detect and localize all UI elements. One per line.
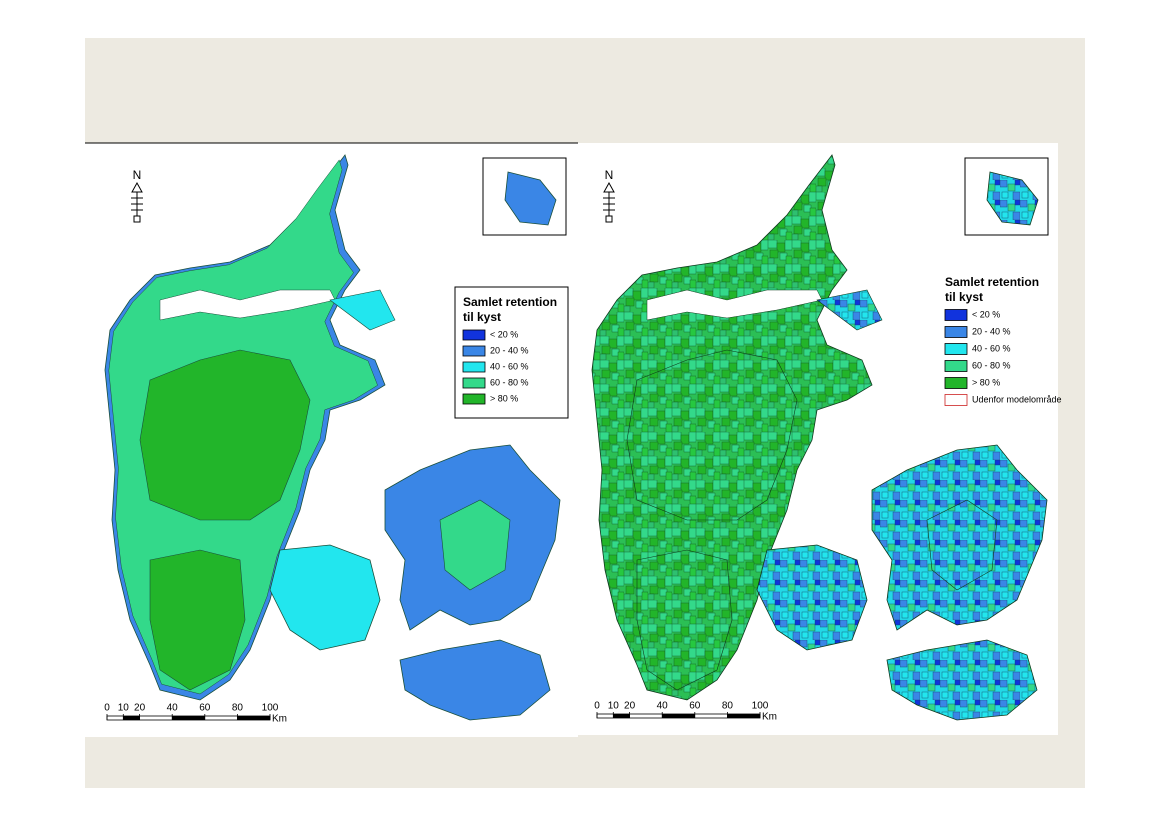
legend-label: > 80 %: [972, 377, 1000, 387]
legend-label: 60 - 80 %: [490, 377, 529, 387]
land-funen: [756, 544, 868, 651]
north-arrow: [131, 181, 143, 223]
scale-label: 20: [134, 703, 146, 714]
north-label: N: [133, 168, 142, 182]
scale-label: 10: [118, 703, 130, 714]
region: [139, 349, 311, 521]
legend-swatch: [944, 309, 968, 321]
legend-swatch: [462, 377, 486, 389]
legend-label: 20 - 40 %: [490, 345, 529, 355]
scale-segment: [123, 716, 140, 720]
scale-unit: Km: [762, 712, 777, 723]
inset-frame: [964, 157, 1049, 236]
scale-label: 60: [689, 701, 701, 712]
scale-label: 0: [104, 703, 110, 714]
legend-label: 60 - 80 %: [972, 360, 1011, 370]
legend-swatch: [462, 393, 486, 405]
scale-label: 20: [624, 701, 636, 712]
legend-swatch: [462, 345, 486, 357]
legend-label: > 80 %: [490, 393, 518, 403]
legend-swatch: [462, 361, 486, 373]
legend-swatch: [462, 329, 486, 341]
legend-label: < 20 %: [490, 329, 518, 339]
region: [636, 549, 733, 691]
legend-swatch: [944, 377, 968, 389]
scale-unit: Km: [272, 714, 287, 725]
scale-segment: [172, 716, 205, 720]
legend-swatch: [944, 394, 968, 406]
land-bornholm: [504, 171, 557, 226]
land-lolland: [399, 639, 551, 721]
region: [926, 499, 998, 591]
land-funen: [269, 544, 381, 651]
legend-title: Samlet retention: [945, 275, 1039, 289]
land-lolland: [886, 639, 1038, 721]
legend-label: 40 - 60 %: [972, 343, 1011, 353]
scale-segment: [662, 714, 695, 718]
scale-segment: [613, 714, 630, 718]
scale-label: 0: [594, 701, 600, 712]
legend-swatch: [944, 343, 968, 355]
scale-label: 40: [657, 701, 669, 712]
legend-label: < 20 %: [972, 309, 1000, 319]
scale-label: 80: [232, 703, 244, 714]
scale-label: 10: [608, 701, 620, 712]
legend-swatch: [944, 326, 968, 338]
scale-label: 100: [752, 701, 769, 712]
north-arrow: [603, 181, 615, 223]
legend-title: til kyst: [945, 290, 983, 304]
scale-label: 40: [167, 703, 179, 714]
scale-label: 80: [722, 701, 734, 712]
legend-title: Samlet retention: [463, 295, 557, 309]
legend-label: 40 - 60 %: [490, 361, 529, 371]
region: [439, 499, 511, 591]
inset-frame: [482, 157, 567, 236]
scale-label: 60: [199, 703, 211, 714]
scale-label: 100: [262, 703, 279, 714]
legend-title: til kyst: [463, 310, 501, 324]
region: [626, 349, 798, 521]
land-djursland: [329, 289, 396, 331]
north-label: N: [605, 168, 614, 182]
land-djursland: [816, 289, 883, 331]
legend-label: 20 - 40 %: [972, 326, 1011, 336]
scale-segment: [237, 716, 270, 720]
legend-label: Udenfor modelområde: [972, 394, 1062, 404]
region: [149, 549, 246, 691]
legend-swatch: [944, 360, 968, 372]
land-bornholm: [986, 171, 1039, 226]
scale-segment: [727, 714, 760, 718]
